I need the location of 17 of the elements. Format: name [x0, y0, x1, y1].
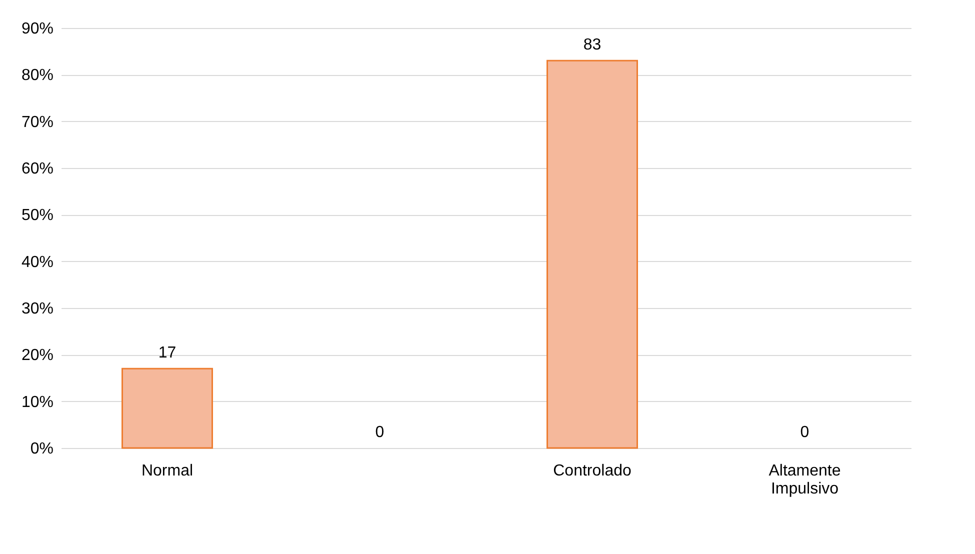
y-tick-label: 50%	[21, 207, 54, 224]
y-tick-label: 0%	[30, 440, 54, 458]
y-tick-label: 70%	[21, 114, 54, 131]
y-tick-label: 30%	[21, 300, 54, 318]
data-label: 0	[375, 424, 384, 441]
y-tick-label: 60%	[21, 160, 54, 178]
data-label: 0	[800, 424, 810, 441]
data-label: 17	[158, 344, 176, 362]
x-tick-label: Controlado	[553, 462, 632, 480]
y-tick-label: 80%	[21, 67, 54, 84]
data-label: 83	[583, 36, 602, 54]
y-tick-label: 10%	[21, 394, 54, 411]
y-tick-label: 90%	[21, 20, 54, 38]
x-tick-label: Altamente Impulsivo	[768, 462, 841, 498]
y-tick-label: 40%	[21, 254, 54, 271]
y-tick-label: 20%	[21, 347, 54, 364]
x-tick-label: Normal	[141, 462, 194, 480]
